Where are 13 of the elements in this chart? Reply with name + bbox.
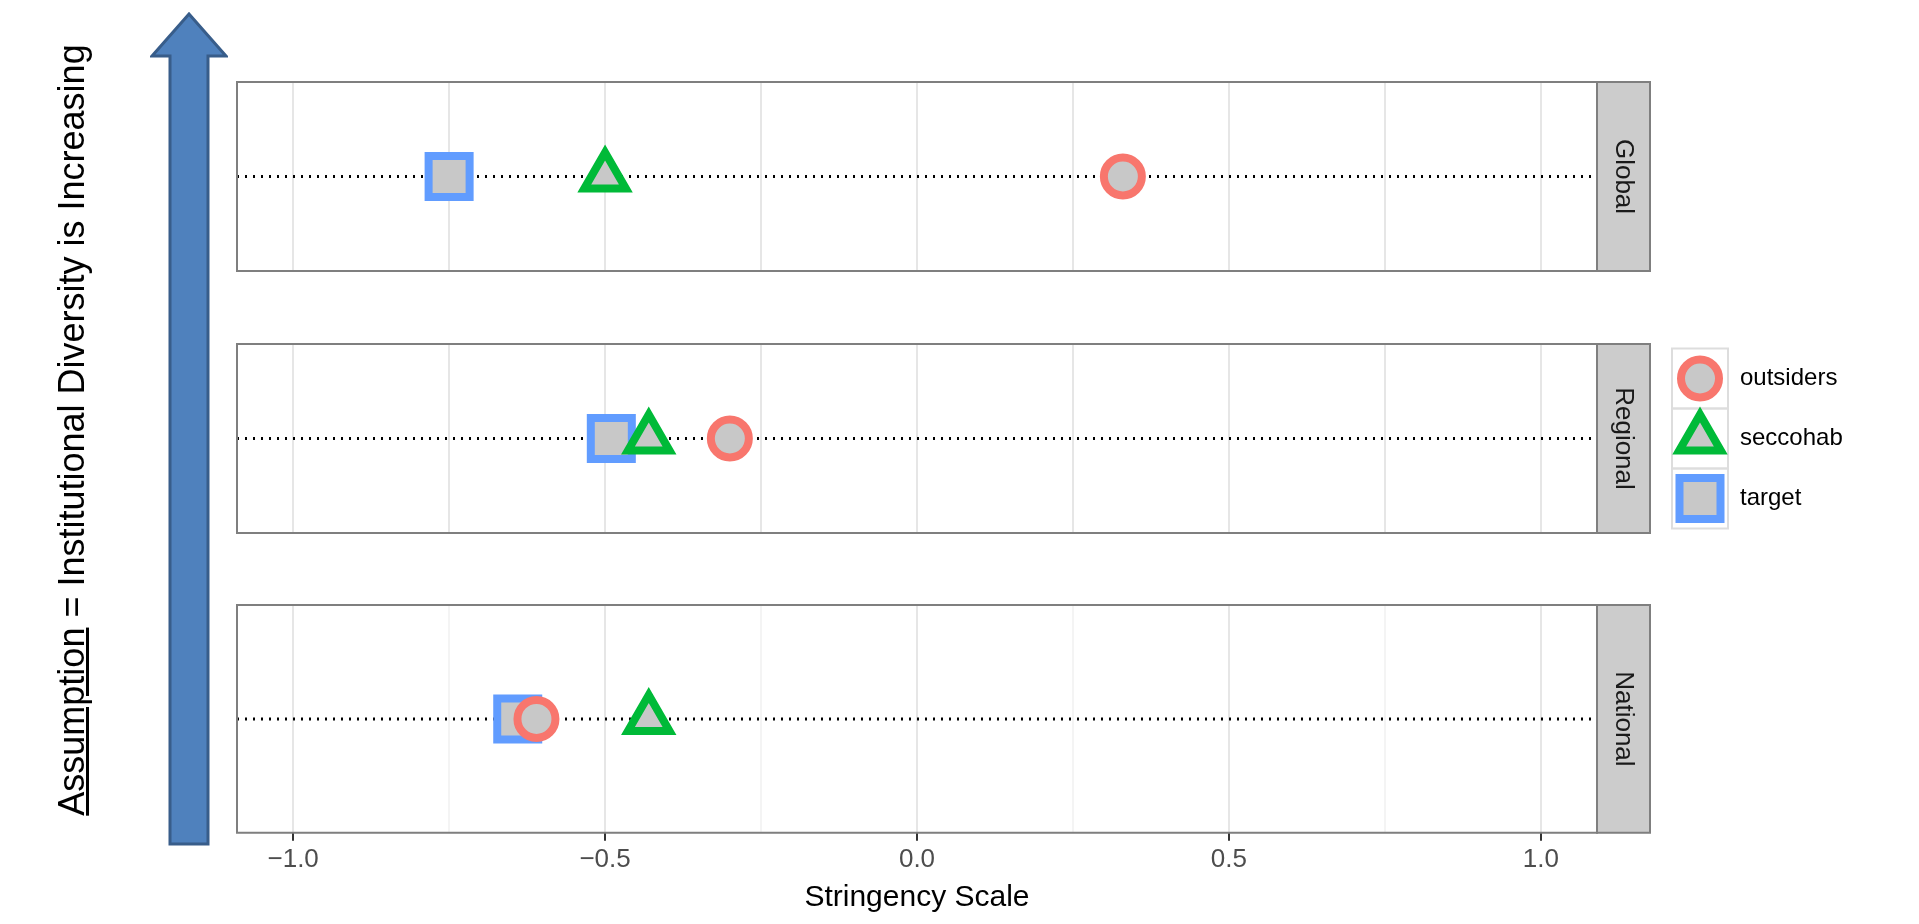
legend-label: target: [1740, 483, 1802, 511]
y-axis-title: Assumption = Institutional Diversity is Increasing: [50, 43, 93, 818]
x-tick-label: 0.0: [898, 842, 936, 873]
legend-label: outsiders: [1740, 363, 1838, 391]
y-tick-label: National: [1610, 671, 1641, 767]
y-tick-label: Global: [1610, 138, 1641, 215]
legend-label: seccohab: [1740, 423, 1843, 451]
x-tick-label: 0.5: [1210, 842, 1247, 873]
x-tick-label: −0.5: [579, 842, 631, 873]
x-axis-title: Stringency Scale: [804, 879, 1030, 913]
y-tick-label: Regional: [1610, 387, 1641, 490]
x-tick-label: −1.0: [267, 842, 319, 873]
x-tick-label: 1.0: [1522, 842, 1559, 873]
